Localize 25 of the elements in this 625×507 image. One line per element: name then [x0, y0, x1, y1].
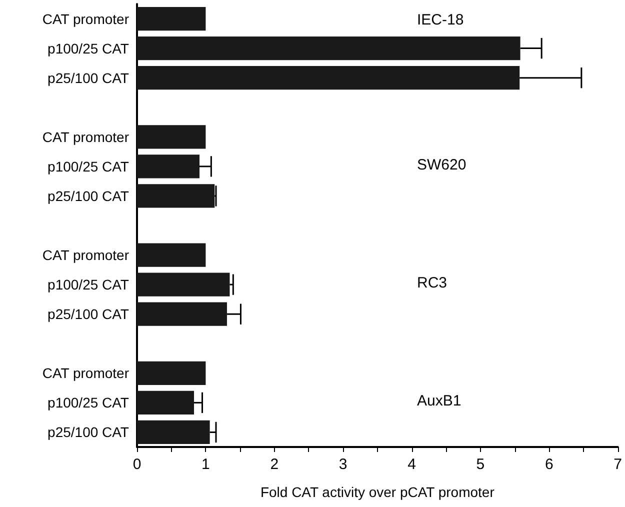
- y-tick-label: p25/100 CAT: [48, 70, 130, 86]
- y-tick-label: CAT promoter: [42, 10, 130, 27]
- x-tick-label: 6: [544, 456, 554, 473]
- y-tick-label: p25/100 CAT: [48, 306, 130, 322]
- y-tick-label: CAT promoter: [42, 128, 130, 145]
- x-tick-label: 4: [408, 456, 416, 473]
- x-tick-label: 0: [132, 456, 142, 473]
- y-tick-label: p25/100 CAT: [48, 188, 130, 204]
- x-tick-label: 7: [614, 456, 622, 473]
- y-tick-label: p100/25 CAT: [48, 394, 130, 411]
- x-tick-label: 2: [270, 456, 279, 473]
- annotation: RC3: [417, 274, 448, 292]
- y-tick-label: CAT promoter: [42, 247, 130, 264]
- x-axis-title: Fold CAT activity over pCAT promoter: [260, 484, 495, 500]
- y-tick-label: p100/25 CAT: [48, 276, 130, 293]
- annotation: SW620: [417, 156, 466, 174]
- x-tick-label: 3: [338, 456, 348, 473]
- x-tick-label: 5: [476, 456, 485, 473]
- x-tick-label: 1: [202, 456, 210, 473]
- y-tick-label: p100/25 CAT: [48, 158, 130, 174]
- y-tick-label: p100/25 CAT: [48, 40, 130, 56]
- y-tick-label: CAT promoter: [42, 365, 130, 382]
- annotation: IEC-18: [417, 12, 464, 29]
- annotation: AuxB1: [417, 392, 462, 410]
- y-tick-label: p25/100 CAT: [48, 424, 130, 440]
